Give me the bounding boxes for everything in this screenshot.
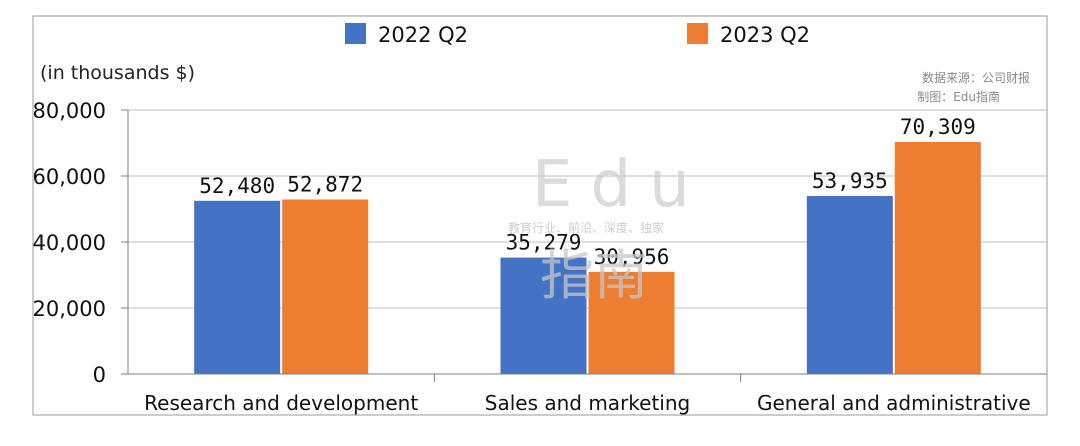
- axes: [121, 109, 1047, 382]
- bar-value-label-1-1: 30,956: [594, 245, 670, 269]
- labels: 0 20,000 40,000 60,000 80,000 Research and de…: [33, 99, 1031, 415]
- bar-2-1: [894, 141, 981, 374]
- y-tick-label-4: 80,000: [33, 99, 106, 123]
- x-category-label-2: General and administrative: [757, 391, 1031, 415]
- bar-value-label-0-1: 52,872: [287, 173, 363, 197]
- watermark-brand: Edu: [532, 148, 708, 222]
- bar-0-1: [282, 199, 369, 374]
- bar-1-1: [588, 271, 675, 374]
- bar-2-0: [806, 196, 893, 374]
- bar-1-0: [500, 257, 587, 374]
- legend-swatch-2022-q2: [345, 23, 366, 44]
- y-tick-label-3: 60,000: [33, 165, 106, 189]
- y-tick-label-1: 20,000: [33, 297, 106, 321]
- bars: [194, 141, 981, 374]
- source-note-line2: 制图：Edu指南: [917, 89, 1000, 104]
- grid-lines: [128, 109, 1047, 309]
- bar-0-0: [194, 200, 281, 374]
- legend: 2022 Q2 2023 Q2: [345, 23, 810, 47]
- bar-value-label-0-0: 52,480: [199, 174, 275, 198]
- watermark: Edu 教育行业、前沿、深度、独家 指南: [508, 148, 708, 307]
- y-tick-label-2: 40,000: [33, 231, 106, 255]
- x-category-label-1: Sales and marketing: [485, 391, 690, 415]
- bar-value-label-2-0: 53,935: [812, 169, 888, 193]
- legend-label-2022-q2: 2022 Q2: [378, 23, 468, 47]
- legend-label-2023-q2: 2023 Q2: [720, 23, 810, 47]
- watermark-tagline: 教育行业、前沿、深度、独家: [508, 220, 664, 235]
- unit-label: (in thousands $): [40, 62, 195, 84]
- x-category-label-0: Research and development: [144, 391, 418, 415]
- bar-value-label-1-0: 35,279: [506, 231, 582, 255]
- watermark-cn: 指南: [540, 244, 648, 307]
- source-note-line1: 数据来源：公司财报: [922, 70, 1030, 85]
- bar-value-label-2-1: 70,309: [900, 115, 976, 139]
- y-tick-label-0: 0: [93, 363, 106, 387]
- legend-swatch-2023-q2: [687, 23, 708, 44]
